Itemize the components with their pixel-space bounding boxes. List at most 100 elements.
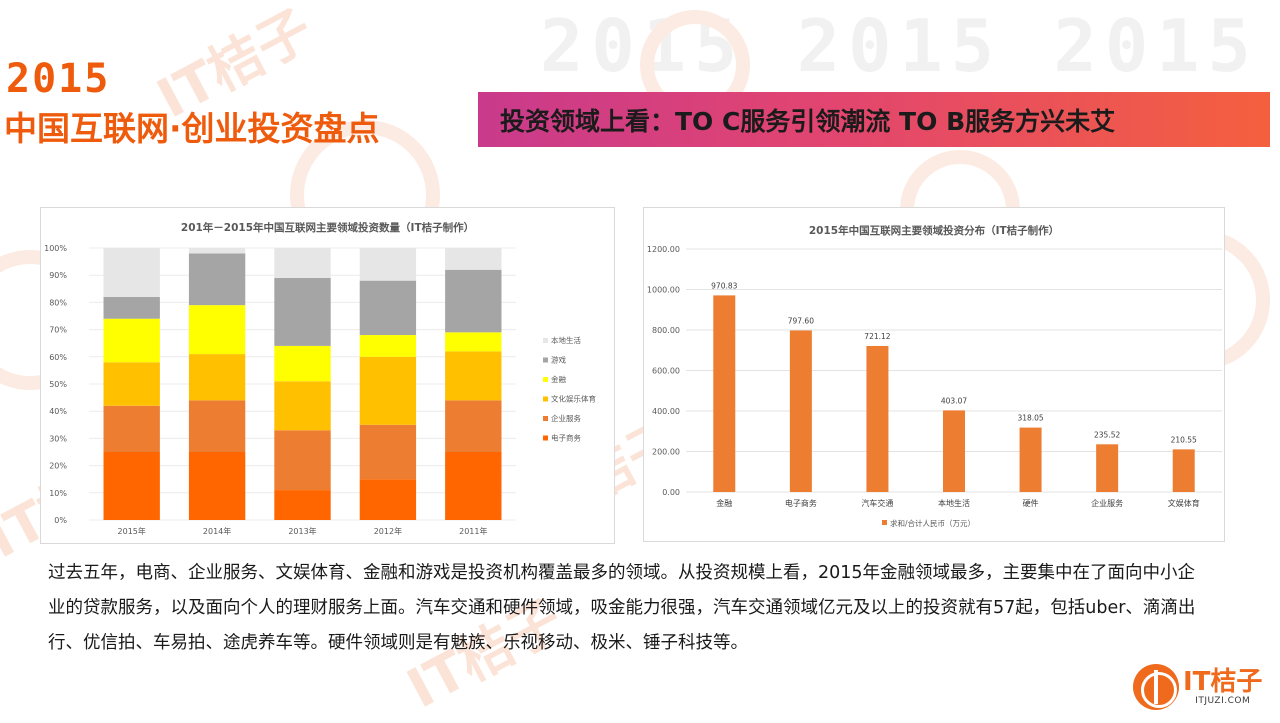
y-tick-label: 200.00 [652,448,680,457]
bar-segment [188,253,246,306]
logo-name: IT桔子 [1183,667,1263,697]
bar [943,410,965,492]
x-tick-label: 企业服务 [1091,498,1123,508]
bar-segment [359,356,417,425]
bar-segment [103,296,160,319]
stacked-chart-panel: 201年－2015年中国互联网主要领域投资数量（IT桔子制作） 0% 10% 20%… [40,207,615,544]
bar-segment [359,479,417,520]
legend-swatch [543,416,548,421]
bar-segment [274,381,331,431]
legend-swatch [543,396,548,402]
bar-segment [188,305,246,355]
bar-segment [103,248,160,297]
title-year: 2015 [6,56,111,102]
body-paragraph: 过去五年，电商、企业服务、文娱体育、金融和游戏是投资机构覆盖最多的领域。从投资规… [48,563,1196,653]
x-tick-label: 硬件 [1023,498,1039,508]
y-tick-label: 50% [49,380,67,389]
bar-segment [445,248,502,270]
y-tick-label: 0.00 [662,488,680,497]
bar-segment [103,452,160,520]
bar [1096,444,1119,492]
legend-label: 电子商务 [551,433,581,443]
data-label: 403.07 [941,396,967,405]
itjuzi-logo: IT桔子 ITJUZI.COM [1133,664,1262,710]
bar [1172,449,1195,492]
bar-segment [103,362,160,406]
bar-segment [359,280,417,336]
y-tick-label: 20% [49,462,67,471]
bar-chart: 0.00 200.00 400.00 600.00 800.00 1000.00 1200.… [647,245,1222,528]
section-banner: 投资领域上看：TO C服务引领潮流 TO B服务方兴未艾 [478,92,1270,147]
bar-segment [274,345,331,382]
legend-swatch [543,357,548,363]
stacked-chart-title: 201年－2015年中国互联网主要领域投资数量（IT桔子制作） [180,222,475,234]
x-tick-label: 文娱体育 [1168,498,1200,508]
legend-label: 求和/合计人民币（万元） [890,518,975,528]
x-tick-label: 2012年 [374,526,402,536]
bar-segment [445,351,502,401]
y-tick-label: 30% [49,434,67,443]
legend-label: 本地生活 [551,335,581,345]
x-tick-label: 本地生活 [938,498,970,508]
legend-swatch [543,338,548,343]
y-tick-label: 800.00 [652,326,680,335]
y-tick-label: 40% [49,407,67,416]
legend-label: 企业服务 [551,413,581,423]
legend-swatch [543,435,548,441]
bar-segment [274,490,331,520]
bar-segment [445,400,502,452]
bar-segment [103,318,160,363]
y-tick-label: 0% [54,516,67,525]
data-label: 235.52 [1094,430,1120,439]
y-tick-label: 90% [49,271,67,280]
bar-segment [445,269,502,333]
x-tick-label: 2013年 [288,526,316,536]
y-tick-label: 400.00 [652,407,680,416]
bar-segment [359,248,417,281]
data-label: 797.60 [788,316,814,325]
bar-segment [445,452,502,520]
x-tick-label: 电子商务 [785,498,817,508]
y-tick-label: 1000.00 [647,286,680,295]
page-title: 中国互联网·创业投资盘点 [4,109,380,148]
x-tick-label: 2011年 [459,526,487,536]
x-tick-label: 金融 [716,498,732,508]
legend-label: 文化娱乐体育 [551,394,596,404]
y-tick-label: 80% [49,298,67,307]
data-label: 721.12 [864,332,890,341]
data-label: 318.05 [1017,414,1043,423]
legend-swatch [543,377,548,382]
bar [713,295,736,492]
legend-label: 游戏 [551,355,566,365]
logo-url: ITJUZI.COM [1195,696,1251,706]
legend-label: 金融 [551,374,566,384]
y-tick-label: 600.00 [652,367,680,376]
stacked-chart: 0% 10% 20% 30% 40% 50% 60% 70% 80% 90% 100% 2015年 20… [44,244,596,536]
x-tick-label: 2015年 [118,526,146,536]
bar-chart-title: 2015年中国互联网主要领域投资分布（IT桔子制作） [808,225,1060,237]
y-tick-label: 70% [49,326,67,335]
x-tick-label: 汽车交通 [861,498,893,508]
bar-segment [359,335,417,357]
banner-text: 投资领域上看：TO C服务引领潮流 TO B服务方兴未艾 [500,106,1116,136]
bar-segment [188,248,246,254]
bar-segment [274,248,331,278]
bar-segment [188,452,246,520]
orange-logo-icon [1133,664,1179,710]
y-tick-label: 10% [49,489,67,498]
bar-chart-panel: 2015年中国互联网主要领域投资分布（IT桔子制作） 0.00 200.00 400… [643,207,1225,542]
bar-segment [445,332,502,352]
bar-segment [359,424,417,480]
y-tick-label: 1200.00 [647,245,680,254]
bar [866,345,889,492]
legend-swatch [882,520,887,525]
y-tick-label: 60% [49,353,67,362]
data-label: 970.83 [711,281,737,290]
bar-segment [188,400,246,452]
y-tick-label: 100% [44,244,67,253]
x-tick-label: 2014年 [203,526,231,536]
bar-segment [103,405,160,452]
data-label: 210.55 [1171,435,1197,444]
bar-segment [188,354,246,401]
bar-segment [274,277,331,346]
